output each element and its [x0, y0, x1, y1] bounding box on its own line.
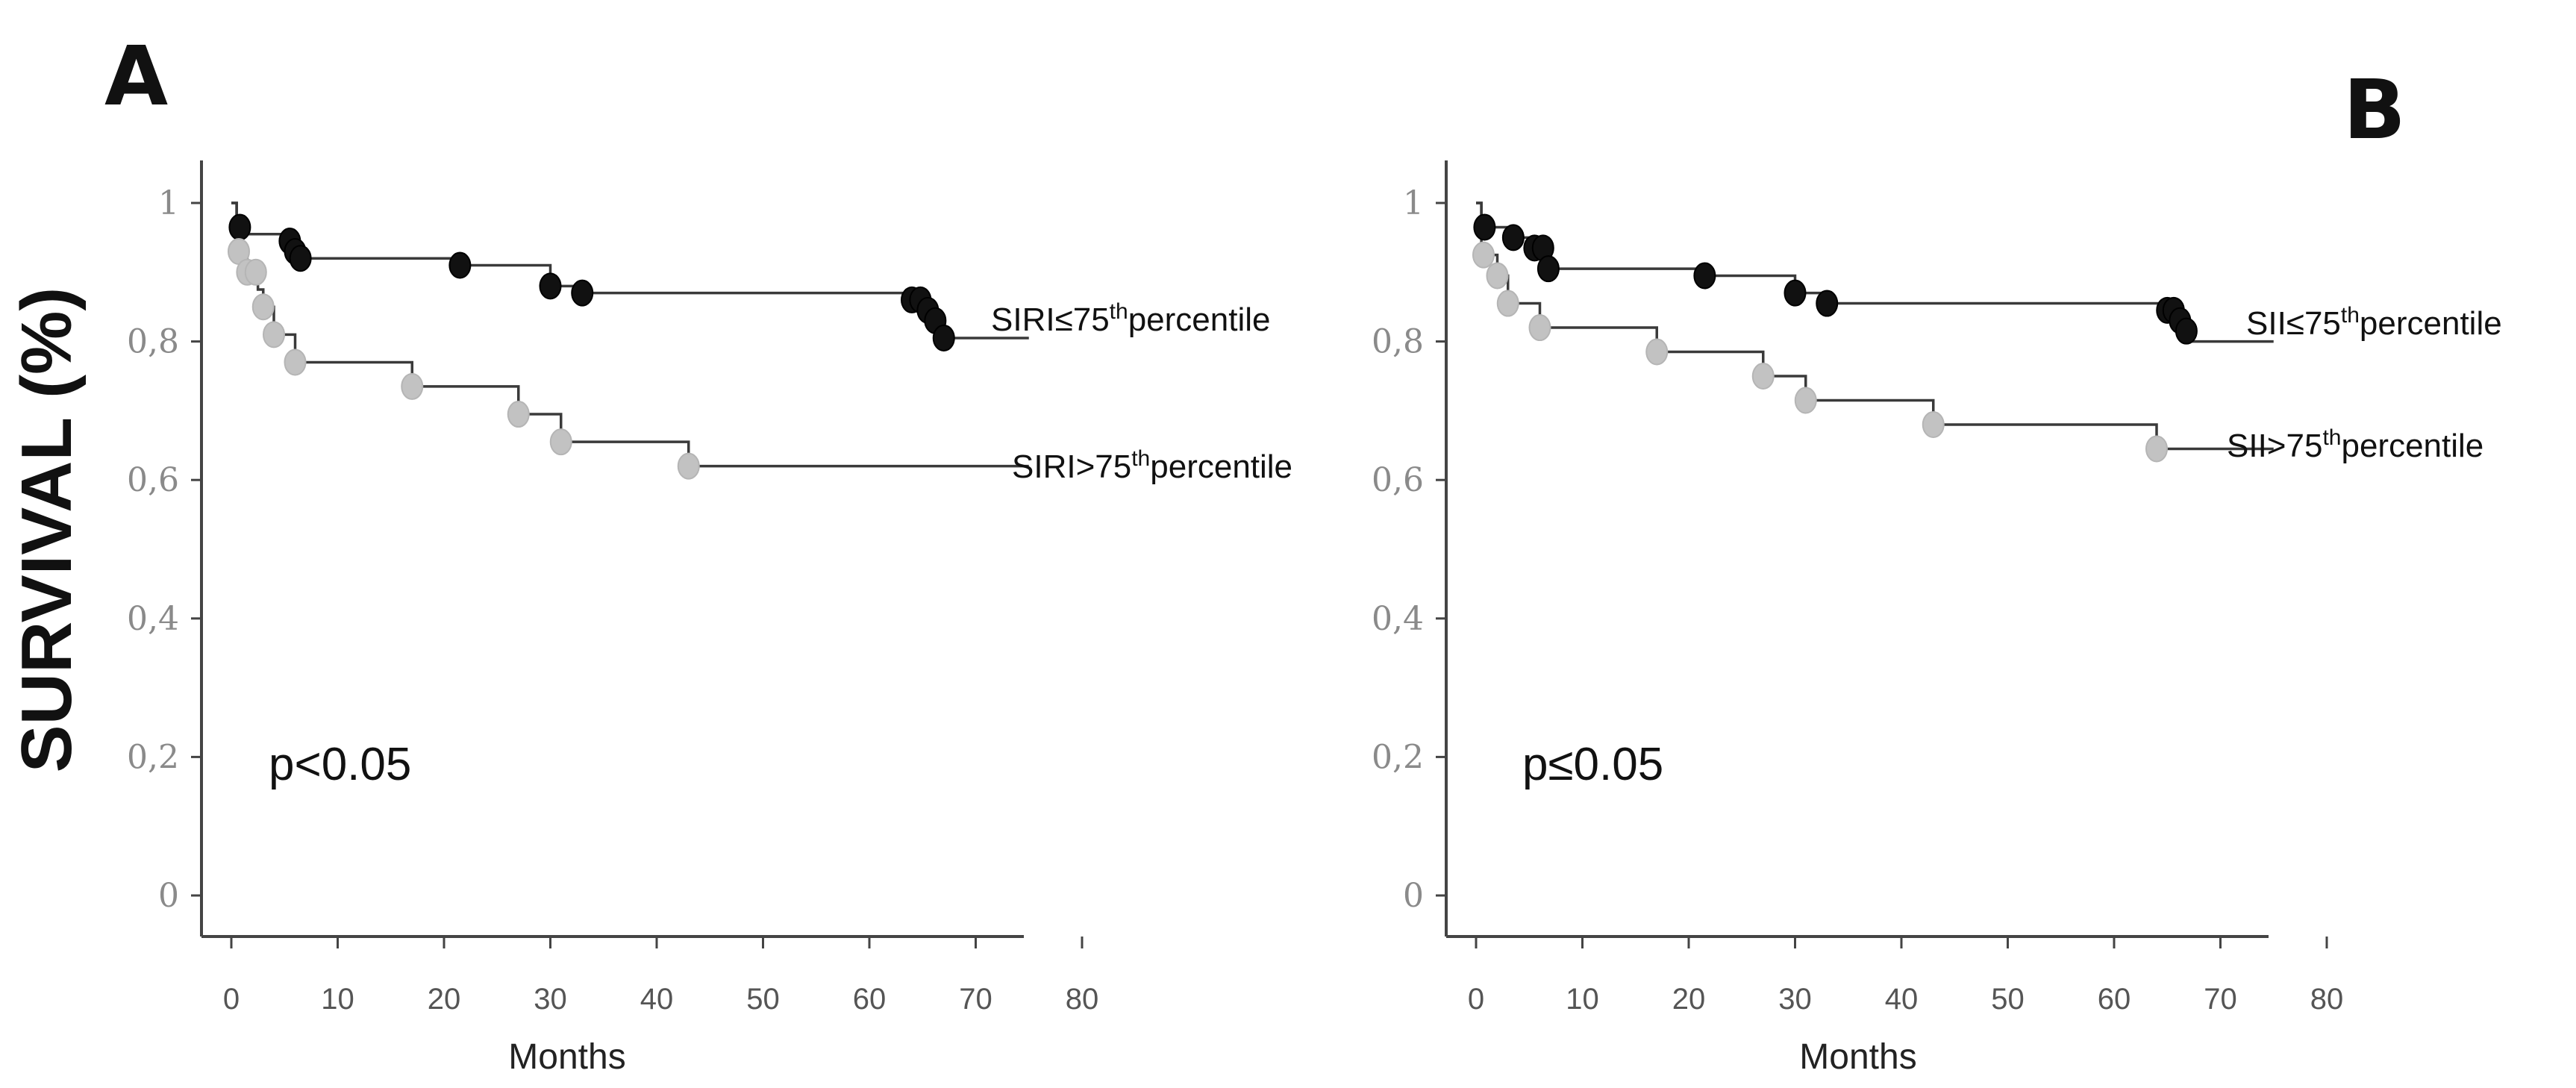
x-tick-label: 10 [321, 983, 354, 1016]
y-tick-label: 0,6 [1372, 461, 1424, 499]
y-tick-label: 0,8 [1372, 323, 1424, 361]
x-tick-label: 80 [1066, 983, 1099, 1016]
censor-marker-light [2145, 435, 2168, 463]
panel-b: B 00,20,40,60,810 10 20 30 40 50 60 70 80 Months… [1372, 62, 2502, 1077]
panel-b-series [1476, 201, 2274, 451]
censor-marker-light [1794, 387, 1817, 414]
x-tick-label: 70 [2204, 983, 2237, 1016]
y-tick-label: 0,2 [127, 738, 179, 776]
censor-marker-dark [1693, 262, 1716, 290]
censor-marker-light [549, 428, 572, 456]
x-tick-label: 50 [1991, 983, 2025, 1016]
censor-marker-light [677, 452, 700, 480]
survival-curve-high-index [231, 201, 1029, 468]
censor-marker-dark [1536, 255, 1560, 283]
censor-marker-light [1528, 314, 1551, 342]
x-tick-label: 40 [640, 983, 674, 1016]
panel-a-ticks: 00,20,40,60,810 10 20 30 40 50 60 70 80 [127, 184, 1098, 1016]
panel-b-ticks: 00,20,40,60,810 10 20 30 40 50 60 70 80 [1372, 184, 2343, 1016]
censor-marker-light [251, 293, 275, 321]
x-tick-label: 0 [1468, 983, 1484, 1016]
y-tick-label: 0,4 [127, 600, 179, 638]
censor-marker-light [263, 321, 285, 348]
panel-a-legend-low: SIRI>75thpercentile [1012, 446, 1292, 485]
panel-a-legend-high: SIRI≤75thpercentile [991, 299, 1270, 338]
censor-marker-light [244, 258, 267, 286]
panel-a-axes [200, 160, 1024, 938]
survival-curve-low-index [231, 201, 1029, 340]
survival-curve-high-index [1476, 201, 2274, 451]
y-tick-label: 0,6 [127, 461, 179, 499]
panel-a-markers [227, 213, 955, 480]
survival-curve-low-index [1476, 201, 2274, 343]
x-tick-label: 30 [1778, 983, 1812, 1016]
panel-b-p-value: p≤0.05 [1522, 739, 1663, 790]
censor-marker-light [1496, 290, 1519, 317]
x-tick-label: 70 [959, 983, 992, 1016]
censor-marker-dark [539, 272, 562, 300]
panel-a: A 00,20,40,60,810 10 20 30 40 50 60 70 80 Months… [104, 28, 1292, 1077]
panel-b-letter: B [2343, 62, 2406, 157]
panel-b-markers [1472, 213, 2198, 463]
censor-marker-light [1922, 410, 1945, 438]
panel-b-x-axis-label: Months [1799, 1037, 1916, 1077]
censor-marker-light [507, 401, 530, 428]
censor-marker-light [1751, 363, 1775, 390]
panel-b-axes [1445, 160, 2269, 938]
x-tick-label: 40 [1885, 983, 1919, 1016]
panel-b-legend-high: SII≤75thpercentile [2246, 303, 2502, 342]
censor-marker-dark [1501, 224, 1525, 251]
x-tick-label: 60 [853, 983, 887, 1016]
y-tick-label: 0,8 [127, 323, 179, 361]
censor-marker-dark [571, 279, 594, 307]
x-tick-label: 50 [746, 983, 780, 1016]
y-tick-label: 0 [158, 877, 179, 915]
censor-marker-dark [228, 213, 251, 241]
x-tick-label: 20 [428, 983, 461, 1016]
x-tick-label: 20 [1672, 983, 1706, 1016]
panel-a-x-axis-label: Months [508, 1037, 625, 1077]
x-tick-label: 30 [534, 983, 567, 1016]
y-tick-label: 0,2 [1372, 738, 1424, 776]
x-tick-label: 60 [2098, 983, 2131, 1016]
panel-a-series [231, 201, 1029, 468]
y-tick-label: 1 [158, 184, 179, 222]
y-axis-label: SURVIVAL (%) [7, 287, 87, 773]
panel-a-p-value: p<0.05 [269, 739, 411, 790]
censor-marker-light [1486, 262, 1509, 290]
y-tick-label: 0,4 [1372, 600, 1424, 638]
censor-marker-light [1472, 241, 1495, 269]
censor-marker-dark [1473, 213, 1496, 241]
censor-marker-dark [289, 245, 312, 272]
x-tick-label: 80 [2310, 983, 2344, 1016]
censor-marker-dark [448, 251, 472, 279]
censor-marker-dark [1783, 279, 1807, 307]
x-tick-label: 10 [1566, 983, 1599, 1016]
censor-marker-light [1645, 338, 1669, 366]
censor-marker-light [401, 372, 424, 400]
panel-a-letter: A [104, 28, 168, 124]
censor-marker-dark [932, 324, 955, 351]
censor-marker-light [284, 348, 307, 376]
x-tick-label: 0 [223, 983, 240, 1016]
y-tick-label: 0 [1403, 877, 1424, 915]
y-tick-label: 1 [1403, 184, 1424, 222]
censor-marker-dark [1816, 290, 1839, 317]
censor-marker-dark [2175, 317, 2198, 345]
panel-b-legend-low: SII>75thpercentile [2227, 425, 2483, 464]
